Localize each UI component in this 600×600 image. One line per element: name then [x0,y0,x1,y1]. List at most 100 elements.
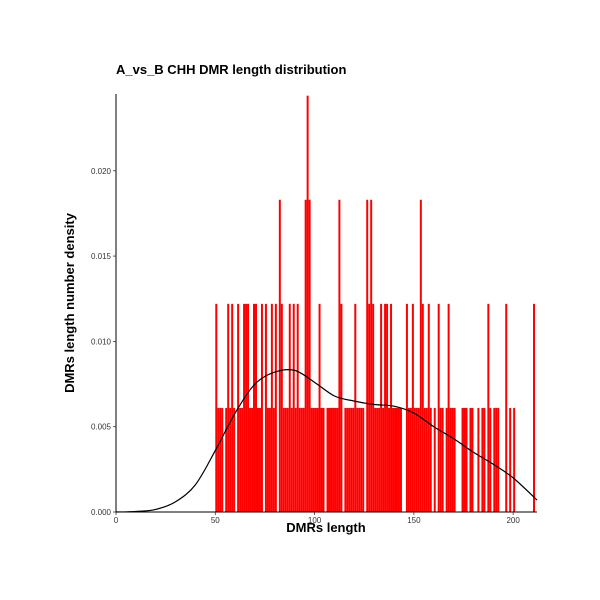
histogram-bar-116 [483,407,486,512]
histogram-bar-83 [394,407,397,512]
histogram-bar-88 [407,407,410,512]
histogram-bar-97 [425,407,428,512]
x-tick-label: 100 [308,516,322,525]
histogram-bar-94 [419,199,422,512]
histogram-bar-5 [227,303,230,512]
histogram-bar-59 [344,407,347,512]
histogram-bar-43 [308,199,311,512]
histogram-bar-48 [318,303,321,512]
histogram-bar-108 [453,407,456,512]
histogram-bar-121 [497,407,500,512]
histogram-bar-91 [413,407,416,512]
histogram-bar-34 [290,407,293,512]
histogram-bar-120 [495,407,498,512]
histogram-bar-101 [437,303,440,512]
histogram-bar-93 [417,407,420,512]
histogram-bar-117 [487,303,490,512]
histogram-bar-98 [427,303,430,512]
histogram-bar-44 [310,407,313,512]
histogram-bar-49 [320,407,323,512]
histogram-bar-14 [247,303,250,512]
histogram-bar-95 [421,303,424,512]
histogram-bar-62 [350,407,353,512]
histogram-bar-96 [423,407,426,512]
histogram-bar-12 [243,303,246,512]
histogram-bar-41 [304,199,307,512]
histogram-bar-65 [356,407,359,512]
histogram-bar-40 [302,407,305,512]
histogram-bar-122 [505,303,508,512]
histogram-bar-8 [233,407,236,512]
histogram-bar-112 [469,407,472,512]
histogram-bar-68 [362,407,365,512]
histogram-bar-16 [251,407,254,512]
y-tick-label: 0.020 [91,167,112,176]
histogram-bar-67 [360,407,363,512]
y-tick-label: 0.015 [91,252,112,261]
histogram-bar-32 [286,407,289,512]
histogram-bar-75 [378,407,381,512]
histogram-bar-119 [493,407,496,512]
histogram-bar-27 [274,303,277,512]
histogram-bar-22 [264,303,267,512]
histogram-bar-46 [314,407,317,512]
histogram-bar-73 [374,407,377,512]
histogram-bar-103 [441,407,444,512]
histogram-bar-20 [258,407,261,512]
histogram-bar-107 [451,407,454,512]
density-curve [115,368,538,513]
histogram-bar-80 [388,407,391,512]
histogram-bar-25 [270,303,273,512]
histogram-bar-29 [280,303,283,512]
y-tick-label: 0.005 [91,423,112,432]
y-axis-title: DMRs length number density [62,212,77,393]
x-tick-label: 200 [506,516,520,525]
histogram-bar-125 [533,303,536,512]
histogram-bar-38 [298,407,301,512]
histogram-bar-79 [386,303,389,512]
histogram-bar-3 [221,407,224,512]
histogram-bar-104 [445,407,448,512]
histogram-bar-56 [336,407,339,512]
histogram-bar-78 [384,303,387,512]
histogram-bar-28 [278,199,281,512]
histogram-bar-45 [312,407,315,512]
histogram-bar-84 [396,407,398,512]
histogram-bar-21 [260,303,263,512]
histogram-bar-37 [296,303,299,512]
histogram-bar-100 [433,407,436,512]
histogram-bar-60 [346,407,349,512]
histogram-bar-110 [463,407,466,512]
histogram-bar-6 [229,407,232,512]
histogram-bar-15 [249,407,252,512]
histogram-bar-111 [465,407,468,512]
histogram-bar-69 [366,199,369,512]
histogram-bar-18 [255,303,257,512]
x-tick-label: 150 [407,516,421,525]
histogram-bar-19 [256,407,259,512]
histogram-bar-63 [352,407,355,512]
histogram-bar-109 [461,407,464,512]
histogram-bar-77 [382,407,385,512]
histogram-bar-7 [231,303,234,512]
histogram-bar-81 [390,303,393,512]
histogram-bar-85 [397,407,400,512]
histogram-bar-23 [266,407,269,512]
y-axis-ticks: 0.000 0.005 0.010 0.015 0.020 [91,167,116,517]
histogram-bar-31 [284,407,287,512]
histogram-bar-90 [411,303,414,512]
histogram-bar-118 [489,407,492,512]
histogram-bar-10 [239,407,242,512]
histogram-bar-24 [268,407,271,512]
chart-title: A_vs_B CHH DMR length distribution [116,62,346,77]
histogram-bar-105 [447,303,450,512]
x-tick-label: 0 [114,516,119,525]
histogram-bar-42 [306,95,309,513]
histogram-bar-92 [415,407,418,512]
histogram-bar-76 [380,303,383,512]
histogram-bar-26 [272,407,275,512]
histogram-bar-55 [334,407,337,512]
histogram-bar-17 [253,303,256,512]
histogram-bar-82 [392,407,395,512]
